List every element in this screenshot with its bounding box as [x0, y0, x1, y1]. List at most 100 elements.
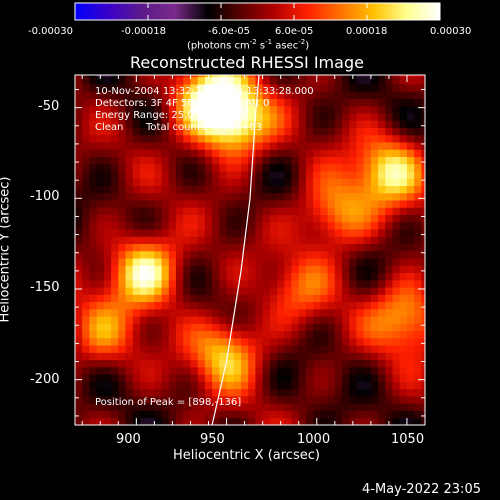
heatmap-cell [298, 308, 307, 317]
heatmap-cell [349, 243, 357, 252]
heatmap-cell [305, 294, 314, 303]
heatmap-cell [349, 337, 357, 346]
heatmap-cell [75, 105, 83, 114]
heatmap-cell [342, 279, 350, 288]
heatmap-cell [190, 221, 199, 230]
heatmap-cell [154, 243, 162, 252]
heatmap-cell [392, 214, 401, 223]
heatmap-cell [233, 178, 242, 187]
heatmap-cell [132, 366, 141, 375]
heatmap-cell [147, 75, 155, 78]
heatmap-cell [313, 105, 321, 114]
heatmap-cell [313, 156, 321, 165]
heatmap-cell [125, 374, 134, 382]
heatmap-cell [421, 134, 425, 143]
heatmap-cell [291, 91, 300, 99]
heatmap-cell [305, 287, 314, 295]
heatmap-cell [75, 316, 83, 324]
heatmap-cell [406, 352, 415, 361]
heatmap-cell [313, 272, 321, 281]
heatmap-cell [406, 243, 415, 252]
heatmap-cell [89, 229, 98, 237]
heatmap-cell [183, 374, 191, 382]
heatmap-cell [327, 156, 336, 165]
heatmap-cell [414, 301, 422, 310]
heatmap-cell [212, 294, 220, 303]
heatmap-cell [414, 250, 422, 259]
heatmap-cell [262, 163, 271, 172]
heatmap-cell [190, 98, 199, 107]
heatmap-cell [277, 120, 285, 128]
heatmap-cell [370, 272, 379, 281]
heatmap-cell [197, 323, 206, 332]
heatmap-cell [262, 75, 271, 78]
heatmap-cell [75, 265, 83, 274]
heatmap-cell [392, 279, 401, 288]
heatmap-cell [262, 192, 271, 201]
heatmap-cell [356, 359, 365, 368]
heatmap-cell [305, 214, 314, 223]
heatmap-cell [277, 294, 285, 303]
heatmap-cell [161, 76, 170, 85]
heatmap-cell [219, 294, 227, 303]
heatmap-cell [147, 149, 155, 157]
heatmap-cell [262, 265, 271, 274]
heatmap-cell [255, 178, 264, 187]
heatmap-cell [320, 149, 328, 157]
heatmap-cell [320, 134, 328, 143]
heatmap-cell [103, 142, 112, 150]
heatmap-cell [320, 337, 328, 346]
heatmap-cell [96, 374, 105, 382]
heatmap-cell [406, 250, 415, 259]
heatmap-cell [168, 76, 177, 85]
heatmap-cell [262, 113, 271, 121]
heatmap-cell [226, 366, 235, 375]
heatmap-cell [327, 243, 336, 252]
heatmap-cell [226, 229, 235, 237]
heatmap-cell [363, 301, 372, 310]
heatmap-cell [168, 178, 177, 187]
heatmap-cell [356, 171, 365, 179]
heatmap-cell [139, 163, 148, 172]
heatmap-cell [212, 316, 220, 324]
heatmap-cell [168, 316, 177, 324]
heatmap-cell [96, 229, 105, 237]
heatmap-cell [219, 214, 227, 223]
heatmap-cell [197, 192, 206, 201]
heatmap-cell [421, 323, 425, 332]
heatmap-cell [89, 105, 98, 114]
heatmap-cell [212, 120, 220, 128]
heatmap-cell [327, 258, 336, 266]
heatmap-cell [334, 294, 343, 303]
heatmap-cell [240, 127, 249, 136]
heatmap-cell [154, 359, 162, 368]
heatmap-cell [255, 381, 264, 390]
heatmap-cell [277, 192, 285, 201]
heatmap-cell [255, 171, 264, 179]
heatmap-cell [378, 178, 386, 187]
heatmap-cell [399, 366, 408, 375]
heatmap-cell [392, 185, 401, 194]
heatmap-cell [132, 279, 141, 288]
heatmap-cell [161, 308, 170, 317]
heatmap-cell [363, 113, 372, 121]
heatmap-cell [118, 84, 126, 92]
heatmap-cell [298, 75, 307, 78]
heatmap-cell [96, 207, 105, 216]
heatmap-cell [118, 120, 126, 128]
heatmap-cell [139, 258, 148, 266]
heatmap-cell [204, 388, 213, 397]
heatmap-cell [291, 316, 300, 324]
heatmap-cell [414, 75, 422, 78]
heatmap-cell [327, 308, 336, 317]
heatmap-cell [118, 374, 126, 382]
heatmap-cell [176, 330, 184, 339]
heatmap-cell [89, 272, 98, 281]
heatmap-cell [161, 134, 170, 143]
heatmap-cell [197, 287, 206, 295]
heatmap-cell [183, 229, 191, 237]
heatmap-cell [139, 381, 148, 390]
heatmap-cell [219, 243, 227, 252]
heatmap-cell [75, 337, 83, 346]
heatmap-cell [284, 366, 292, 375]
